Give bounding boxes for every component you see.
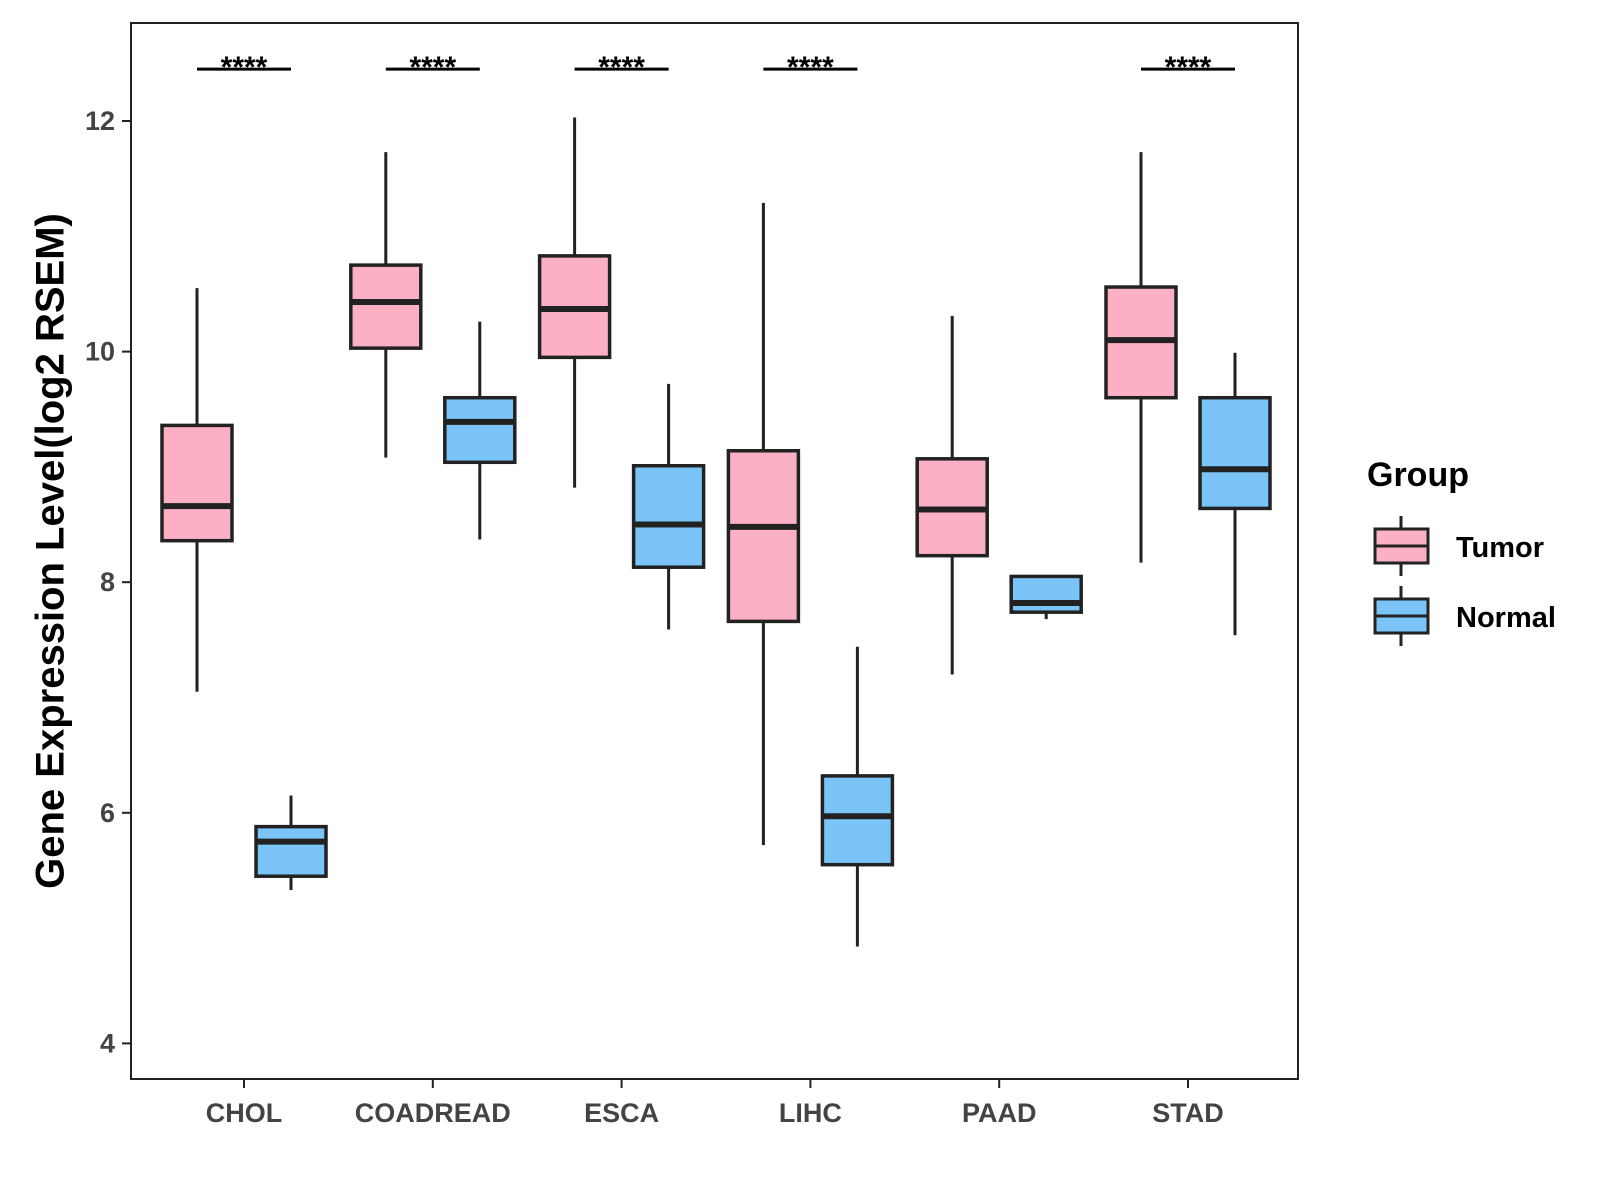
boxes-layer — [160, 117, 1272, 947]
significance-layer: **** **** **** **** **** — [197, 51, 1235, 84]
x-axis: CHOL COADREAD ESCA LIHC PAAD STAD — [206, 1079, 1224, 1128]
legend-item-tumor: Tumor — [1373, 516, 1544, 576]
box-tumor-lihc — [726, 202, 801, 846]
sig-label-lihc: **** — [787, 51, 834, 84]
box-normal-stad — [1198, 352, 1272, 636]
box-iqr — [349, 263, 423, 350]
box-tumor-stad — [1104, 152, 1178, 563]
box-iqr — [1009, 574, 1083, 614]
box-tumor-coadread — [349, 152, 423, 458]
box-iqr — [820, 774, 895, 867]
box-tumor-chol — [160, 288, 234, 692]
box-tumor-paad — [915, 315, 989, 675]
legend-label-normal: Normal — [1456, 602, 1556, 634]
box-normal-esca — [631, 383, 706, 630]
y-tick-label-6: 6 — [100, 798, 115, 828]
sig-label-coadread: **** — [409, 51, 456, 84]
y-axis-label: Gene Expression Level(log2 RSEM) — [29, 213, 73, 889]
sig-label-stad: **** — [1165, 51, 1212, 84]
y-tick-label-10: 10 — [85, 337, 115, 367]
box-tumor-esca — [537, 117, 612, 488]
legend-label-tumor: Tumor — [1456, 532, 1544, 564]
box-iqr — [254, 824, 328, 878]
box-normal-lihc — [820, 646, 895, 947]
x-tick-label-esca: ESCA — [584, 1098, 659, 1128]
box-iqr — [443, 395, 517, 465]
y-tick-label-8: 8 — [100, 567, 115, 597]
box-iqr — [160, 423, 234, 543]
box-normal-paad — [1009, 574, 1083, 620]
x-tick-label-coadread: COADREAD — [355, 1098, 511, 1128]
box-iqr — [631, 463, 706, 569]
x-tick-label-lihc: LIHC — [779, 1098, 842, 1128]
box-iqr — [726, 449, 801, 624]
box-normal-coadread — [443, 321, 517, 540]
y-tick-label-12: 12 — [85, 106, 115, 136]
legend-item-normal: Normal — [1373, 586, 1556, 646]
y-axis: 4 6 8 10 12 — [85, 106, 131, 1058]
legend: Group Tumor Normal — [1367, 456, 1556, 646]
plot-panel-border — [130, 22, 1299, 1080]
x-tick-label-chol: CHOL — [206, 1098, 283, 1128]
x-tick-label-stad: STAD — [1152, 1098, 1224, 1128]
box-normal-chol — [254, 795, 328, 891]
box-iqr — [1198, 395, 1272, 511]
legend-title: Group — [1367, 456, 1469, 494]
sig-label-chol: **** — [221, 51, 268, 84]
x-tick-label-paad: PAAD — [962, 1098, 1037, 1128]
y-tick-label-4: 4 — [100, 1028, 115, 1058]
sig-label-esca: **** — [598, 51, 645, 84]
